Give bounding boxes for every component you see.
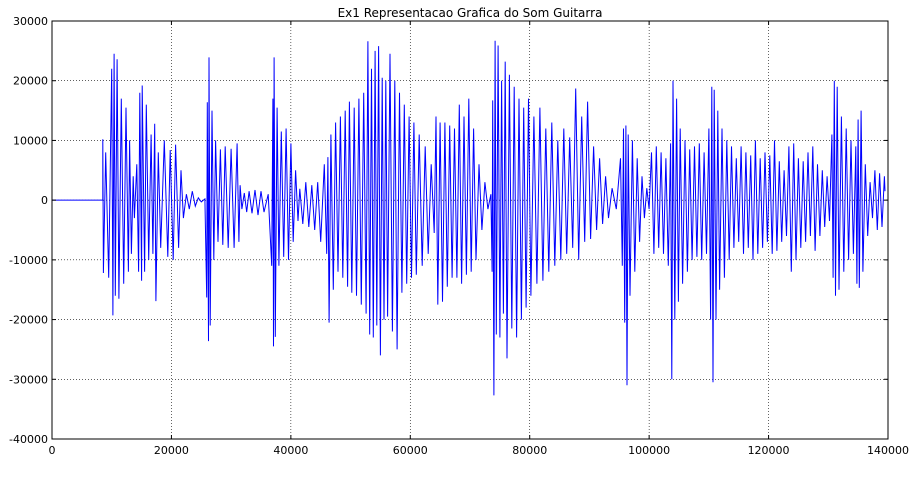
y-tick-label: 0 — [41, 194, 48, 207]
y-tick-label: 10000 — [13, 134, 48, 147]
x-tick-label: 120000 — [748, 444, 790, 457]
x-tick-label: 40000 — [273, 444, 308, 457]
y-tick-label: 30000 — [13, 15, 48, 28]
series-line — [52, 40, 886, 396]
chart-title: Ex1 Representacao Grafica do Som Guitarr… — [338, 6, 603, 20]
x-tick-label: 60000 — [393, 444, 428, 457]
plot-frame — [51, 20, 889, 440]
y-tick-label: -40000 — [9, 433, 48, 446]
grid — [52, 21, 888, 439]
x-tick-label: 100000 — [628, 444, 670, 457]
x-tick-label: 80000 — [512, 444, 547, 457]
y-tick-label: -20000 — [9, 314, 48, 327]
x-tick-label: 20000 — [154, 444, 189, 457]
series-layer — [52, 40, 886, 396]
y-tick-label: -10000 — [9, 254, 48, 267]
x-axis: 0 20000 40000 60000 80000 100000 120000 140000 — [49, 21, 909, 457]
y-tick-label: -30000 — [9, 373, 48, 386]
y-tick-label: 20000 — [13, 75, 48, 88]
y-axis: -40000 -30000 -20000 -10000 0 10000 20000 30000 — [9, 15, 888, 446]
x-tick-label: 140000 — [867, 444, 909, 457]
x-tick-label: 0 — [49, 444, 56, 457]
